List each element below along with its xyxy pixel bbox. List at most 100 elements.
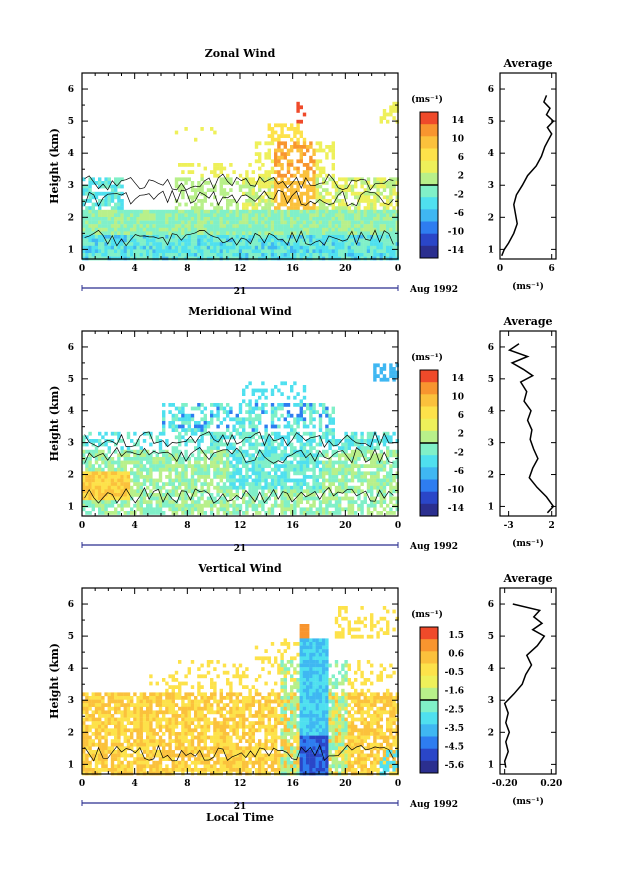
heatmap-cell: [226, 503, 230, 508]
heatmap-cell: [258, 503, 262, 508]
heatmap-cell: [299, 399, 303, 404]
heatmap-cell: [171, 768, 175, 772]
heatmap-cell: [350, 202, 355, 207]
heatmap-cell: [270, 195, 275, 200]
heatmap-cell: [357, 177, 361, 182]
heatmap-cell: [174, 724, 179, 729]
heatmap-cell: [216, 453, 220, 458]
heatmap-cell: [242, 191, 246, 196]
heatmap-cell: [120, 464, 124, 468]
heatmap-cell: [245, 202, 249, 207]
heatmap-cell: [370, 482, 374, 486]
heatmap-cell: [110, 768, 115, 772]
heatmap-cell: [376, 209, 380, 214]
heatmap-cell: [219, 453, 223, 458]
heatmap-cell: [101, 714, 105, 718]
heatmap-cell: [363, 457, 367, 461]
heatmap-cell: [357, 475, 361, 479]
heatmap-cell: [117, 181, 121, 185]
heatmap-cell: [274, 170, 278, 174]
heatmap-cell: [338, 177, 342, 182]
heatmap-cell: [286, 485, 291, 490]
heatmap-cell: [136, 768, 140, 772]
heatmap-cell: [162, 717, 166, 722]
heatmap-cell: [245, 245, 249, 250]
heatmap-cell: [251, 209, 255, 214]
heatmap-cell: [190, 417, 195, 422]
heatmap-cell: [274, 385, 278, 389]
heatmap-cell: [325, 191, 329, 196]
heatmap-cell: [357, 209, 361, 214]
heatmap-cell: [290, 428, 294, 432]
heatmap-cell: [242, 388, 246, 393]
heatmap-cell: [251, 199, 255, 203]
colorbar-tick-label: -14: [448, 246, 464, 256]
heatmap-cell: [370, 457, 374, 461]
heatmap-cell: [328, 238, 332, 243]
heatmap-cell: [290, 413, 294, 418]
heatmap-cell: [302, 496, 307, 501]
heatmap-cell: [226, 217, 230, 221]
heatmap-cell: [296, 184, 300, 189]
heatmap-cell: [82, 245, 86, 250]
heatmap-cell: [155, 703, 159, 707]
heatmap-cell: [245, 403, 249, 407]
heatmap-cell: [88, 742, 92, 747]
heatmap-cell: [155, 227, 159, 232]
heatmap-cell: [213, 195, 217, 200]
heatmap-cell: [366, 446, 371, 450]
heatmap-cell: [235, 464, 239, 468]
heatmap-cell: [376, 435, 380, 440]
heatmap-cell: [245, 482, 249, 486]
heatmap-cell: [354, 181, 358, 185]
heatmap-cell: [293, 485, 297, 490]
heatmap-cell: [293, 446, 297, 450]
heatmap-cell: [136, 439, 140, 443]
heatmap-cell: [344, 188, 348, 192]
heatmap-cell: [373, 471, 377, 476]
heatmap-cell: [88, 235, 92, 239]
heatmap-cell: [331, 467, 335, 472]
heatmap-cell: [347, 471, 351, 476]
heatmap-cell: [98, 507, 102, 512]
heatmap-cell: [296, 424, 300, 429]
heatmap-cell: [213, 188, 217, 192]
heatmap-cell: [200, 184, 204, 189]
heatmap-cell: [203, 503, 207, 508]
heatmap-cell: [130, 710, 134, 715]
heatmap-cell: [360, 199, 364, 203]
heatmap-cell: [104, 191, 108, 196]
heatmap-cell: [306, 235, 310, 239]
heatmap-cell: [104, 692, 108, 697]
heatmap-cell: [171, 696, 175, 700]
heatmap-cell: [366, 188, 371, 192]
heatmap-cell: [309, 453, 313, 458]
heatmap-cell: [168, 746, 172, 751]
heatmap-cell: [158, 696, 163, 700]
heatmap-cell: [123, 485, 127, 490]
heatmap-cell: [120, 184, 124, 189]
heatmap-cell: [267, 184, 271, 189]
heatmap-cell: [117, 703, 121, 707]
avg-y-tick-label: 5: [488, 117, 494, 127]
heatmap-cell: [168, 227, 172, 232]
heatmap-cell: [258, 195, 262, 200]
heatmap-cell: [286, 471, 291, 476]
heatmap-cell: [178, 753, 182, 758]
heatmap-cell: [85, 703, 89, 707]
heatmap-cell: [168, 253, 172, 257]
heatmap-cell: [267, 181, 271, 185]
date-label: 21: [234, 287, 247, 297]
heatmap-cell: [309, 475, 313, 479]
heatmap-cell: [136, 703, 140, 707]
heatmap-cell: [82, 768, 86, 772]
heatmap-cell: [123, 753, 127, 758]
heatmap-cell: [293, 395, 297, 400]
heatmap-cell: [386, 453, 390, 458]
heatmap-cell: [158, 710, 163, 715]
heatmap-cell: [146, 431, 150, 436]
heatmap-cell: [274, 245, 278, 250]
heatmap-cell: [219, 188, 223, 192]
heatmap-cell: [139, 732, 143, 736]
heatmap-cell: [197, 163, 201, 167]
